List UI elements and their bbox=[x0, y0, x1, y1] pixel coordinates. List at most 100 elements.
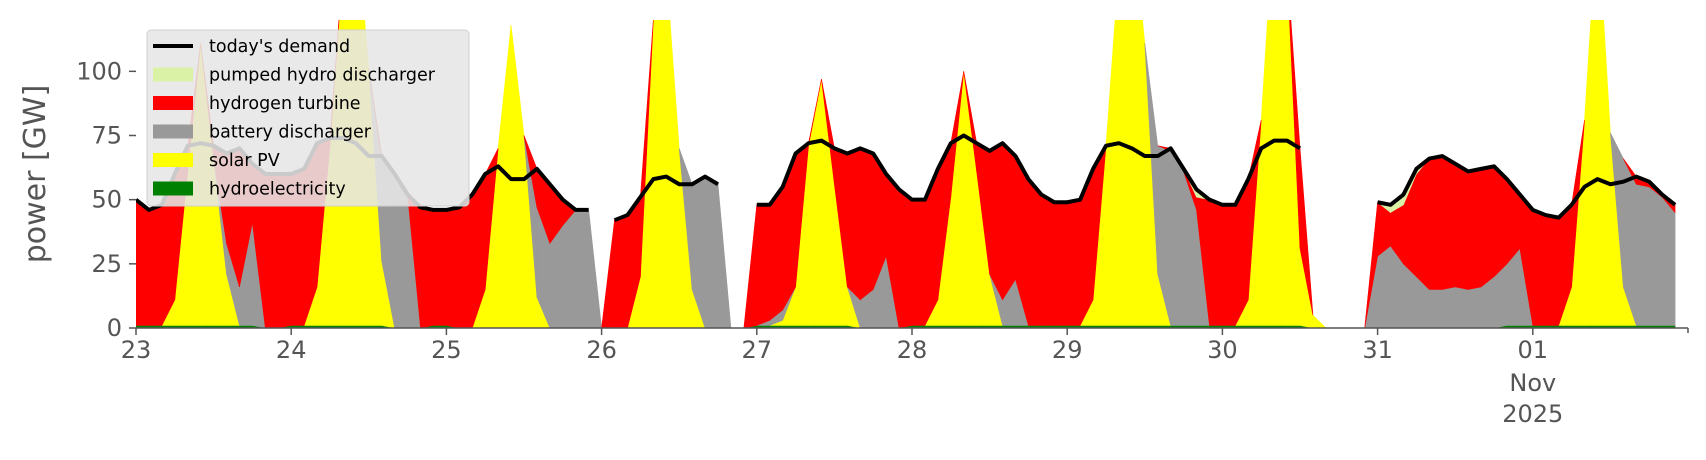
legend-item-hydroelectricity: hydroelectricity bbox=[153, 180, 346, 200]
area-segment bbox=[1441, 286, 1456, 328]
legend-label: solar PV bbox=[209, 151, 280, 171]
area-segment bbox=[148, 204, 163, 326]
area-segment bbox=[1209, 199, 1223, 326]
area-segment bbox=[446, 207, 460, 328]
area-segment bbox=[898, 188, 913, 328]
area-segment bbox=[1105, 20, 1120, 326]
y-tick-label: 50 bbox=[91, 186, 122, 214]
area-segment bbox=[1584, 20, 1598, 326]
area-segment bbox=[1041, 194, 1055, 326]
area-segment bbox=[562, 209, 577, 328]
area-segment bbox=[1429, 155, 1443, 290]
x-tick-sublabel: 2025 bbox=[1502, 400, 1563, 428]
area-segment bbox=[575, 209, 589, 328]
area-segment bbox=[847, 147, 861, 301]
area-segment bbox=[1532, 209, 1547, 326]
area-segment bbox=[717, 184, 732, 328]
area-segment bbox=[1377, 245, 1391, 328]
y-axis-title: power [GW] bbox=[18, 85, 53, 264]
area-segment bbox=[1312, 314, 1327, 328]
x-tick-label: 29 bbox=[1052, 336, 1083, 364]
area-segment bbox=[1002, 142, 1016, 301]
area-segment bbox=[1493, 165, 1508, 278]
area-segment bbox=[459, 193, 473, 328]
x-tick-label: 27 bbox=[742, 336, 773, 364]
area-segment bbox=[497, 25, 512, 328]
x-tick-label: 25 bbox=[431, 336, 462, 364]
area-segment bbox=[1416, 157, 1430, 291]
legend-swatch bbox=[153, 67, 193, 82]
area-segment bbox=[859, 147, 874, 301]
x-tick-label: 23 bbox=[121, 336, 152, 364]
legend-item-today-s-demand: today's demand bbox=[153, 37, 350, 57]
area-segment bbox=[484, 148, 499, 290]
legend-label: pumped hydro discharger bbox=[209, 66, 436, 86]
area-segment bbox=[1467, 168, 1482, 290]
area-segment bbox=[1028, 178, 1042, 326]
demand-line bbox=[756, 133, 1302, 207]
area-segment bbox=[1635, 183, 1650, 326]
area-segment bbox=[1222, 204, 1236, 326]
area-segment bbox=[1429, 289, 1443, 328]
legend-item-hydrogen-turbine: hydrogen turbine bbox=[153, 94, 361, 114]
area-segment bbox=[743, 204, 758, 328]
legend-item-battery-discharger: battery discharger bbox=[153, 123, 372, 143]
legend-label: today's demand bbox=[209, 37, 350, 57]
y-tick-label: 0 bbox=[107, 314, 122, 342]
area-segment bbox=[614, 214, 628, 328]
legend-swatch bbox=[153, 96, 193, 110]
area-segment bbox=[704, 176, 719, 328]
area-segment bbox=[1454, 286, 1469, 328]
area-segment bbox=[1247, 120, 1262, 300]
x-tick-label: 28 bbox=[897, 336, 928, 364]
demand-line bbox=[1377, 154, 1677, 220]
legend-label: hydrogen turbine bbox=[209, 94, 361, 114]
area-segment bbox=[1299, 148, 1314, 316]
y-tick-label: 25 bbox=[91, 250, 122, 278]
area-segment bbox=[1066, 199, 1081, 326]
y-tick-label: 75 bbox=[91, 122, 122, 150]
area-segment bbox=[1454, 163, 1469, 290]
legend-swatch bbox=[153, 181, 193, 196]
legend-item-solar-pv: solar PV bbox=[153, 151, 280, 171]
legend-label: battery discharger bbox=[209, 123, 372, 143]
area-segment bbox=[1260, 20, 1275, 326]
x-tick-label: 24 bbox=[276, 336, 307, 364]
area-segment bbox=[1597, 20, 1611, 326]
area-segment bbox=[911, 199, 926, 326]
area-segment bbox=[1170, 149, 1184, 326]
area-segment bbox=[756, 204, 771, 326]
area-segment bbox=[1648, 186, 1663, 326]
area-segment bbox=[1118, 20, 1133, 326]
legend-item-pumped-hydro-discharger: pumped hydro discharger bbox=[153, 66, 436, 86]
area-segment bbox=[433, 209, 447, 326]
legend: today's demand pumped hydro discharger hyd… bbox=[146, 29, 470, 207]
area-segment bbox=[665, 20, 680, 328]
area-segment bbox=[1480, 165, 1495, 288]
area-segment bbox=[1571, 120, 1585, 287]
area-segment bbox=[1441, 155, 1456, 290]
area-segment bbox=[601, 220, 615, 328]
demand-line bbox=[613, 174, 720, 223]
area-segment bbox=[1661, 196, 1676, 326]
legend-box bbox=[146, 29, 470, 207]
y-tick-label: 100 bbox=[76, 57, 122, 85]
x-tick-sublabel: Nov bbox=[1509, 369, 1556, 397]
x-tick-label: 31 bbox=[1362, 336, 1393, 364]
x-tick-label: 30 bbox=[1207, 336, 1238, 364]
x-tick-label: 01 bbox=[1518, 336, 1549, 364]
area-segment bbox=[1131, 20, 1146, 326]
area-segment bbox=[640, 20, 654, 277]
legend-label: hydroelectricity bbox=[209, 180, 346, 200]
series-solar-pv bbox=[161, 20, 1637, 328]
area-segment bbox=[136, 199, 150, 326]
plot-area bbox=[136, 20, 1677, 328]
area-segment bbox=[1467, 286, 1482, 328]
area-segment bbox=[653, 20, 667, 328]
area-segment bbox=[1545, 214, 1559, 326]
area-segment bbox=[989, 142, 1003, 300]
x-tick-label: 26 bbox=[586, 336, 617, 364]
area-segment bbox=[510, 25, 525, 328]
